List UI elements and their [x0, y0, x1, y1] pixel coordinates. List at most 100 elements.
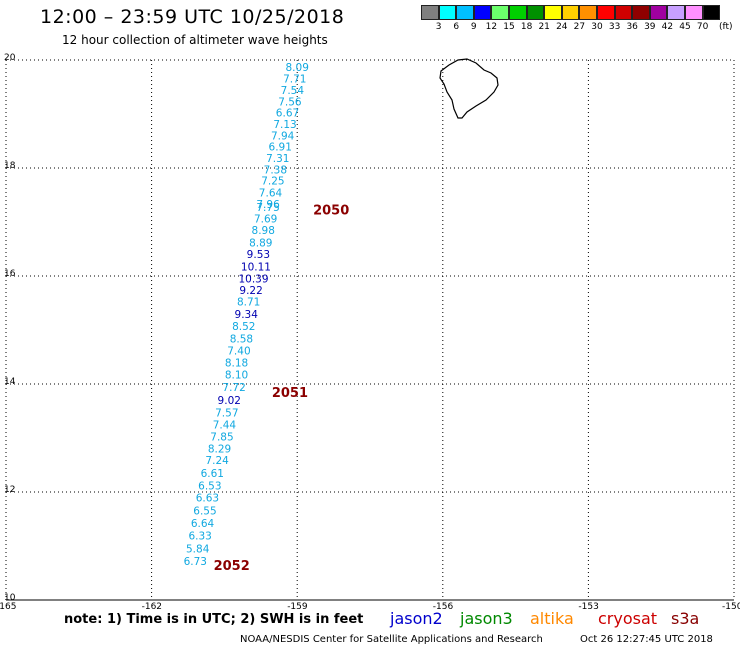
wave-height-value: 7.24	[205, 455, 229, 467]
wave-height-value: 9.02	[218, 395, 241, 407]
wave-height-value: 7.96	[256, 199, 280, 211]
wave-height-value: 8.89	[249, 237, 272, 249]
wave-height-value: 9.22	[239, 285, 262, 297]
wave-height-value: 8.18	[225, 358, 248, 370]
wave-height-value: 7.31	[266, 153, 289, 165]
wave-height-value: 8.10	[225, 370, 248, 382]
legend-swatch	[421, 5, 439, 20]
legend-swatch	[544, 5, 562, 20]
footer: NOAA/NESDIS Center for Satellite Applica…	[240, 634, 713, 645]
legend-swatch	[491, 5, 509, 20]
legend-swatch	[561, 5, 580, 20]
legend-swatch	[702, 5, 721, 20]
wave-height-value: 5.84	[186, 543, 210, 555]
hawaii-big-island-coastline	[439, 58, 499, 119]
wave-height-value: 8.09	[286, 62, 309, 74]
legend-swatch	[632, 5, 650, 20]
wave-height-value: 8.52	[232, 321, 255, 333]
wave-height-value: 7.85	[210, 432, 233, 444]
legend-label: 18	[520, 22, 533, 32]
satellite-s3a: s3a	[671, 609, 700, 628]
legend-swatch	[438, 5, 457, 20]
legend-label: 45	[679, 22, 691, 32]
cycle-label: 2051	[272, 386, 308, 401]
wave-height-value: 6.33	[188, 531, 211, 543]
y-tick-label: 14	[4, 377, 16, 387]
legend-label: 12	[485, 22, 498, 32]
y-tick-label: 20	[4, 53, 16, 63]
wave-height-value: 6.61	[201, 468, 224, 480]
satellite-cryosat: cryosat	[598, 609, 658, 628]
legend-label: 70	[696, 22, 709, 32]
wave-height-value: 7.13	[273, 119, 296, 131]
x-tick-label: -156	[432, 602, 454, 612]
footer-credit: NOAA/NESDIS Center for Satellite Applica…	[240, 634, 543, 645]
x-tick-label: -159	[287, 602, 308, 612]
wave-height-value: 6.63	[196, 493, 219, 505]
wave-height-value: 7.72	[222, 382, 245, 394]
legend-swatch	[473, 5, 492, 20]
satellite-altika: altika	[530, 609, 574, 628]
legend-swatch	[596, 5, 615, 20]
legend-swatch	[649, 5, 668, 20]
wave-height-value: 8.29	[208, 444, 231, 456]
wave-height-value: 9.34	[235, 309, 259, 321]
wave-height-value: 6.67	[276, 108, 299, 120]
legend-label: 3	[435, 22, 442, 32]
satellite-jason3: jason3	[460, 609, 513, 628]
legend-label: 39	[644, 22, 656, 32]
legend-labels: 3 6 9 12 15 18 21 24 27 30 33 36 39 42 45 70	[421, 22, 740, 34]
legend-swatch	[579, 5, 597, 20]
wave-height-value: 7.94	[271, 130, 295, 142]
wave-height-value: 7.69	[254, 214, 277, 226]
legend-label: 27	[573, 22, 586, 32]
lat-lon-grid	[5, 59, 735, 601]
chart-title: 12:00 – 23:59 UTC 10/25/2018	[40, 6, 345, 28]
x-tick-label: -165	[0, 602, 17, 612]
y-tick-label: 10	[4, 593, 16, 603]
wave-values: 8.097.717.547.566.677.137.946.917.317.38…	[184, 62, 309, 568]
wave-height-value: 7.75	[256, 202, 279, 214]
wave-height-value: 6.55	[193, 506, 216, 518]
y-tick-label: 16	[4, 269, 16, 279]
wave-height-value: 7.64	[259, 188, 283, 200]
wave-height-value: 7.44	[213, 419, 237, 431]
wave-height-value: 8.71	[237, 297, 260, 309]
wave-height-value: 8.98	[252, 225, 275, 237]
legend-label: 33	[608, 22, 621, 32]
wave-height-value: 7.38	[264, 164, 287, 176]
x-tick-label: -162	[141, 602, 163, 612]
color-legend	[421, 5, 721, 20]
chart-subtitle: 12 hour collection of altimeter wave hei…	[62, 33, 328, 47]
legend-label: 6	[453, 22, 460, 32]
y-tick-label: 12	[4, 485, 16, 495]
x-tick-label: -153	[578, 602, 599, 612]
wave-height-value: 7.56	[278, 96, 302, 108]
footer-timestamp: Oct 26 12:27:45 UTC 2018	[580, 634, 713, 645]
legend-label: 15	[503, 22, 515, 32]
legend-label: 36	[626, 22, 638, 32]
legend-swatch	[526, 5, 545, 20]
legend-label: 9	[470, 22, 477, 32]
wave-height-value: 6.91	[269, 142, 292, 154]
legend-swatch	[684, 5, 703, 20]
satellite-jason2: jason2	[390, 609, 443, 628]
wave-height-value: 8.58	[230, 333, 253, 345]
legend-label: 30	[591, 22, 603, 32]
footnote: note: 1) Time is in UTC; 2) SWH is in fe…	[64, 612, 364, 627]
wave-height-value: 6.53	[198, 480, 221, 492]
legend-label: 24	[556, 22, 568, 32]
wave-height-value: 10.39	[238, 273, 268, 285]
wave-height-value: 7.54	[281, 85, 305, 97]
legend-label: 42	[661, 22, 674, 32]
wave-height-value: 9.53	[247, 249, 270, 261]
legend-swatch	[456, 5, 474, 20]
x-tick-label: -150	[722, 602, 740, 612]
wave-height-value: 7.40	[227, 345, 250, 357]
wave-height-value: 7.71	[283, 74, 306, 86]
legend-swatch	[508, 5, 527, 20]
wave-height-value: 7.57	[215, 407, 238, 419]
cycle-label: 2052	[214, 559, 250, 574]
wave-height-value: 6.64	[191, 518, 215, 530]
